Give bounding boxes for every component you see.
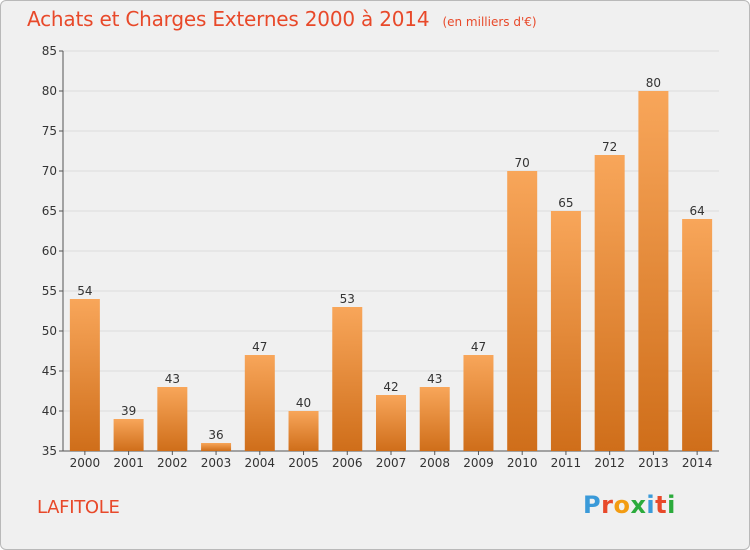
x-tick-label: 2009 (463, 456, 494, 470)
chart-title: Achats et Charges Externes 2000 à 2014 (27, 7, 430, 31)
logo-letter: t (655, 491, 668, 519)
data-label: 42 (383, 380, 398, 394)
data-label: 40 (296, 396, 311, 410)
y-tick-label: 50 (42, 324, 57, 338)
x-tick-label: 2014 (682, 456, 713, 470)
y-tick-label: 35 (42, 444, 57, 458)
x-tick-label: 2004 (245, 456, 276, 470)
y-tick-label: 75 (42, 124, 57, 138)
bar (507, 171, 538, 451)
logo-letter: x (630, 491, 647, 519)
bar (201, 443, 232, 451)
bar (682, 219, 713, 451)
y-tick-label: 60 (42, 244, 57, 258)
y-tick-label: 40 (42, 404, 57, 418)
logo-letter: P (583, 491, 602, 519)
y-tick-label: 85 (42, 44, 57, 58)
bar (157, 387, 188, 451)
x-tick-label: 2012 (594, 456, 625, 470)
y-tick-label: 45 (42, 364, 57, 378)
data-label: 80 (646, 76, 661, 90)
data-label: 43 (165, 372, 180, 386)
chart-title-group: Achats et Charges Externes 2000 à 2014 (… (27, 7, 537, 31)
x-tick-label: 2007 (376, 456, 407, 470)
bar (288, 411, 319, 451)
x-tick-label: 2008 (419, 456, 450, 470)
logo-letter: r (601, 491, 614, 519)
data-label: 36 (208, 428, 223, 442)
data-label: 65 (558, 196, 573, 210)
x-tick-label: 2000 (70, 456, 101, 470)
data-label: 53 (340, 292, 355, 306)
logo-letter: i (646, 491, 656, 519)
bar (638, 91, 669, 451)
data-label: 47 (471, 340, 486, 354)
bar (244, 355, 275, 451)
proxiti-logo[interactable]: Proxiti (583, 491, 676, 519)
chart-subtitle: (en milliers d'€) (442, 15, 537, 29)
data-label: 70 (515, 156, 530, 170)
data-label: 72 (602, 140, 617, 154)
y-tick-label: 80 (42, 84, 57, 98)
bar (594, 155, 625, 451)
data-label: 47 (252, 340, 267, 354)
x-tick-label: 2005 (288, 456, 319, 470)
x-tick-label: 2010 (507, 456, 538, 470)
x-tick-label: 2003 (201, 456, 232, 470)
bar (550, 211, 581, 451)
data-label: 43 (427, 372, 442, 386)
bar (332, 307, 363, 451)
logo-letter: i (667, 491, 676, 519)
bar (376, 395, 406, 451)
x-tick-label: 2001 (113, 456, 144, 470)
bar (419, 387, 450, 451)
y-tick-label: 65 (42, 204, 57, 218)
logo-letter: o (613, 491, 631, 519)
data-label: 54 (77, 284, 92, 298)
y-tick-label: 70 (42, 164, 57, 178)
x-tick-label: 2011 (551, 456, 582, 470)
commune-name: LAFITOLE (37, 497, 120, 518)
x-tick-label: 2002 (157, 456, 188, 470)
data-label: 64 (689, 204, 704, 218)
bar (463, 355, 494, 451)
bar (69, 299, 100, 451)
data-label: 39 (121, 404, 136, 418)
x-tick-label: 2006 (332, 456, 363, 470)
bar (113, 419, 144, 451)
y-tick-label: 55 (42, 284, 57, 298)
x-tick-label: 2013 (638, 456, 669, 470)
